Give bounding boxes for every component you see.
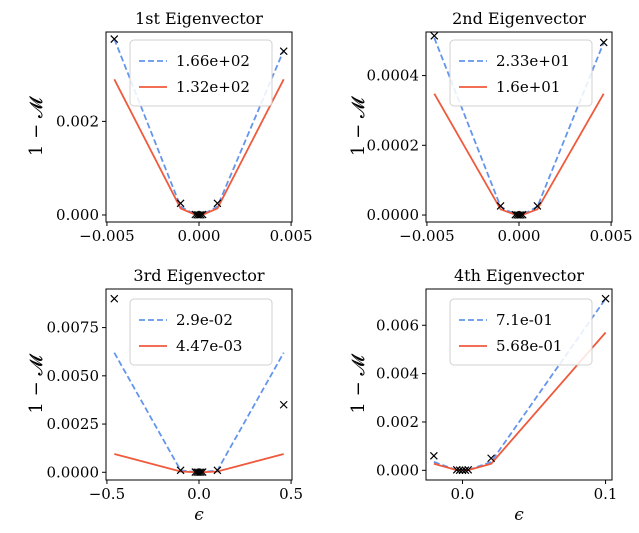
panel-2: 2nd Eigenvector −0.005 0.000 0.005 0.0000 0.0…	[348, 9, 633, 245]
legend-entry: 4.47e-03	[176, 337, 242, 355]
y-tick-label: 0.0025	[47, 415, 100, 433]
legend-box	[449, 39, 593, 107]
data-marker	[464, 465, 473, 474]
legend: 1.66e+02 1.32e+02	[129, 39, 273, 107]
data-marker	[518, 210, 527, 219]
panel-3: 3rd Eigenvector −0.5 0.0 0.5 0.0000 0.0025 0.0…	[26, 266, 303, 525]
y-tick-label: 0.006	[376, 316, 419, 334]
data-marker	[455, 466, 464, 475]
data-marker	[198, 468, 207, 477]
x-tick-label: 0.000	[178, 227, 221, 245]
y-axis-label: 1 − 𝓜	[348, 353, 369, 414]
legend-entry: 5.68e-01	[496, 337, 562, 355]
data-marker	[496, 202, 505, 210]
data-marker	[196, 210, 205, 219]
data-marker	[516, 210, 525, 219]
data-marker	[213, 466, 222, 475]
y-tick-label: 0.004	[376, 365, 419, 383]
legend-box	[129, 39, 273, 107]
legend: 2.9e-02 4.47e-03	[129, 298, 273, 366]
panel-4: 4th Eigenvector 0.0 0.1 0.000 0.002 0.004 0.00…	[348, 266, 617, 525]
data-marker	[176, 466, 185, 475]
y-tick-label: 0.000	[56, 206, 99, 224]
y-tick-label: 0.002	[56, 112, 99, 130]
plot-area	[113, 352, 285, 474]
x-axis-label: ϵ	[514, 505, 524, 525]
legend: 7.1e-01 5.68e-01	[449, 298, 593, 366]
data-marker	[429, 451, 438, 460]
y-tick-label: 0.0050	[47, 367, 100, 385]
data-marker	[196, 468, 205, 477]
panel-title: 1st Eigenvector	[135, 9, 263, 28]
panel-title: 4th Eigenvector	[454, 266, 584, 285]
data-marker	[487, 454, 496, 463]
data-marker	[461, 466, 470, 475]
legend-box	[449, 298, 593, 366]
axes-frame	[425, 288, 613, 481]
legend-box	[129, 298, 273, 366]
y-axis-label: 1 − 𝓜	[26, 353, 47, 414]
data-marker	[279, 400, 288, 409]
x-tick-label: 0.5	[279, 485, 303, 503]
data-marker	[279, 47, 288, 56]
x-tick-label: 0.1	[594, 485, 618, 503]
y-tick-label: 0.0002	[367, 136, 420, 154]
x-tick-label: −0.5	[89, 485, 125, 503]
x-tick-label: 0.005	[590, 227, 633, 245]
x-tick-label: −0.005	[399, 227, 455, 245]
legend-entry: 2.33e+01	[496, 52, 570, 70]
legend-entry: 2.9e-02	[176, 311, 233, 329]
panel-title: 3rd Eigenvector	[133, 266, 265, 285]
y-tick-label: 0.002	[376, 413, 419, 431]
series-line-dashed	[113, 352, 285, 474]
data-marker	[599, 38, 608, 47]
y-tick-label: 0.0075	[47, 319, 100, 337]
x-tick-label: 0.005	[270, 227, 313, 245]
data-marker	[601, 294, 610, 303]
panel-title: 2nd Eigenvector	[452, 9, 586, 28]
series-line-solid	[433, 93, 605, 216]
data-marker	[110, 294, 119, 303]
y-tick-label: 0.0000	[367, 206, 420, 224]
y-tick-label: 0.000	[376, 461, 419, 479]
legend-entry: 7.1e-01	[496, 311, 553, 329]
legend-entry: 1.6e+01	[496, 78, 560, 96]
x-tick-label: 0.0	[451, 485, 475, 503]
legend-entry: 1.66e+02	[176, 52, 250, 70]
data-marker	[110, 35, 119, 43]
y-axis-label: 1 − 𝓜	[26, 95, 47, 156]
y-axis-label: 1 − 𝓜	[348, 95, 369, 156]
x-tick-label: 0.000	[498, 227, 541, 245]
data-marker	[213, 199, 222, 208]
y-tick-label: 0.0000	[47, 463, 100, 481]
y-tick-label: 0.0004	[367, 67, 420, 85]
data-marker	[430, 31, 439, 40]
x-tick-label: 0.0	[187, 485, 211, 503]
legend: 2.33e+01 1.6e+01	[449, 39, 593, 107]
data-marker	[198, 210, 207, 219]
x-axis-label: ϵ	[194, 505, 204, 525]
x-tick-label: −0.005	[79, 227, 135, 245]
data-marker	[176, 199, 185, 208]
legend-entry: 1.32e+02	[176, 78, 250, 96]
panel-1: 1st Eigenvector −0.005 0.000 0.005 0.000 0.00…	[26, 9, 313, 245]
data-marker	[533, 202, 542, 210]
